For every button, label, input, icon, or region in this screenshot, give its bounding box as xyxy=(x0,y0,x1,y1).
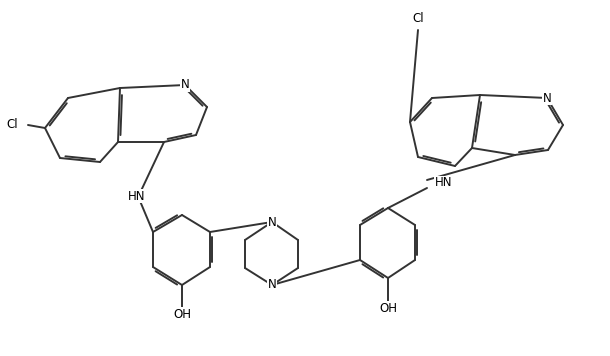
Text: N: N xyxy=(181,79,189,91)
Text: N: N xyxy=(268,215,276,229)
Text: HN: HN xyxy=(435,177,453,189)
Text: N: N xyxy=(268,278,276,292)
Text: HN: HN xyxy=(128,189,146,203)
Text: OH: OH xyxy=(173,308,191,320)
Text: Cl: Cl xyxy=(6,119,18,131)
Text: Cl: Cl xyxy=(412,11,424,25)
Text: OH: OH xyxy=(379,302,397,314)
Text: N: N xyxy=(543,91,551,105)
